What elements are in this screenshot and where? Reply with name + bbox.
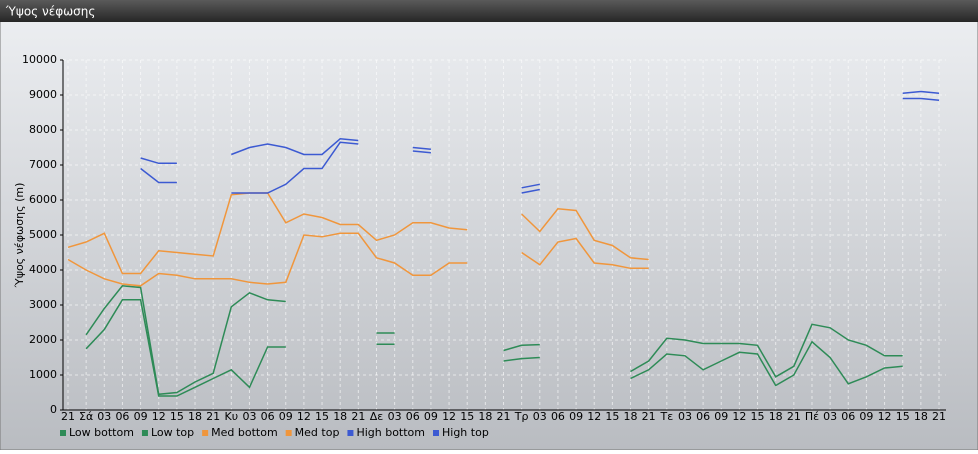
y-tick-label: 2000 xyxy=(29,333,57,346)
x-tick-label: 12 xyxy=(878,410,892,423)
x-tick-label: Κυ xyxy=(225,410,239,423)
y-tick-label: 8000 xyxy=(29,123,57,136)
x-tick-label: Δε xyxy=(370,410,384,423)
series-line xyxy=(140,90,940,189)
legend-swatch xyxy=(60,430,66,436)
x-tick-label: 03 xyxy=(823,410,837,423)
x-tick-label: 06 xyxy=(115,410,129,423)
legend-label: Low top xyxy=(151,426,194,439)
y-tick-label: 4000 xyxy=(29,263,57,276)
x-tick-label: 12 xyxy=(297,410,311,423)
x-tick-label: 18 xyxy=(914,410,928,423)
x-tick-label: 21 xyxy=(932,410,946,423)
x-tick-label: 03 xyxy=(97,410,111,423)
x-tick-label: 03 xyxy=(678,410,692,423)
x-tick-label: 12 xyxy=(152,410,166,423)
y-tick-label: 3000 xyxy=(29,298,57,311)
series-line xyxy=(85,285,903,396)
x-tick-label: 03 xyxy=(388,410,402,423)
x-tick-label: 12 xyxy=(587,410,601,423)
x-tick-label: 21 xyxy=(642,410,656,423)
x-tick-label: Σά xyxy=(79,410,93,423)
x-tick-label: 18 xyxy=(769,410,783,423)
window-title: Ύψος νέφωσης xyxy=(5,5,95,19)
x-tick-label: 09 xyxy=(134,410,148,423)
legend-label: Med bottom xyxy=(211,426,278,439)
y-axis-label: Ύψος νέφωσης (m) xyxy=(13,183,26,289)
x-tick-label: 12 xyxy=(442,410,456,423)
x-tick-label: 06 xyxy=(406,410,420,423)
title-bar xyxy=(0,0,978,22)
x-tick-label: 06 xyxy=(551,410,565,423)
legend-label: Med top xyxy=(295,426,340,439)
x-tick-label: 09 xyxy=(859,410,873,423)
x-tick-label: 21 xyxy=(61,410,75,423)
x-tick-label: 09 xyxy=(714,410,728,423)
legend-swatch xyxy=(347,430,354,436)
legend-label: High bottom xyxy=(356,426,425,439)
x-tick-label: 15 xyxy=(170,410,184,423)
x-tick-label: 21 xyxy=(206,410,220,423)
x-tick-label: 21 xyxy=(497,410,511,423)
x-tick-label: 21 xyxy=(787,410,801,423)
x-tick-label: 15 xyxy=(605,410,619,423)
legend-swatch xyxy=(202,430,209,436)
legend-swatch xyxy=(141,430,148,436)
x-tick-label: 03 xyxy=(242,410,256,423)
y-tick-label: 0 xyxy=(50,403,57,416)
legend-label: High top xyxy=(442,426,489,439)
x-tick-label: 15 xyxy=(460,410,474,423)
x-tick-label: 18 xyxy=(188,410,202,423)
x-tick-label: 12 xyxy=(732,410,746,423)
x-tick-label: 18 xyxy=(478,410,492,423)
y-tick-label: 6000 xyxy=(29,193,57,206)
x-tick-label: 15 xyxy=(751,410,765,423)
y-tick-label: 7000 xyxy=(29,158,57,171)
y-tick-label: 9000 xyxy=(29,88,57,101)
series-line xyxy=(85,299,903,397)
legend-swatch xyxy=(285,430,292,436)
x-tick-label: Τρ xyxy=(514,410,529,423)
y-tick-label: 10000 xyxy=(22,53,57,66)
x-tick-label: Πέ xyxy=(805,410,819,423)
x-tick-label: 15 xyxy=(896,410,910,423)
y-tick-label: 5000 xyxy=(29,228,57,241)
x-tick-label: 15 xyxy=(315,410,329,423)
x-tick-label: 09 xyxy=(569,410,583,423)
x-tick-label: 18 xyxy=(624,410,638,423)
series-line xyxy=(67,232,649,287)
y-tick-label: 1000 xyxy=(29,368,57,381)
legend-swatch xyxy=(433,430,439,436)
x-tick-label: 06 xyxy=(261,410,275,423)
x-tick-label: 09 xyxy=(424,410,438,423)
x-tick-label: Τε xyxy=(659,410,673,423)
x-tick-label: 09 xyxy=(279,410,293,423)
series-line xyxy=(140,97,940,194)
x-tick-label: 06 xyxy=(841,410,855,423)
x-tick-label: 18 xyxy=(333,410,347,423)
x-tick-label: 03 xyxy=(533,410,547,423)
x-tick-label: 21 xyxy=(351,410,365,423)
legend-label: Low bottom xyxy=(69,426,134,439)
x-tick-label: 06 xyxy=(696,410,710,423)
